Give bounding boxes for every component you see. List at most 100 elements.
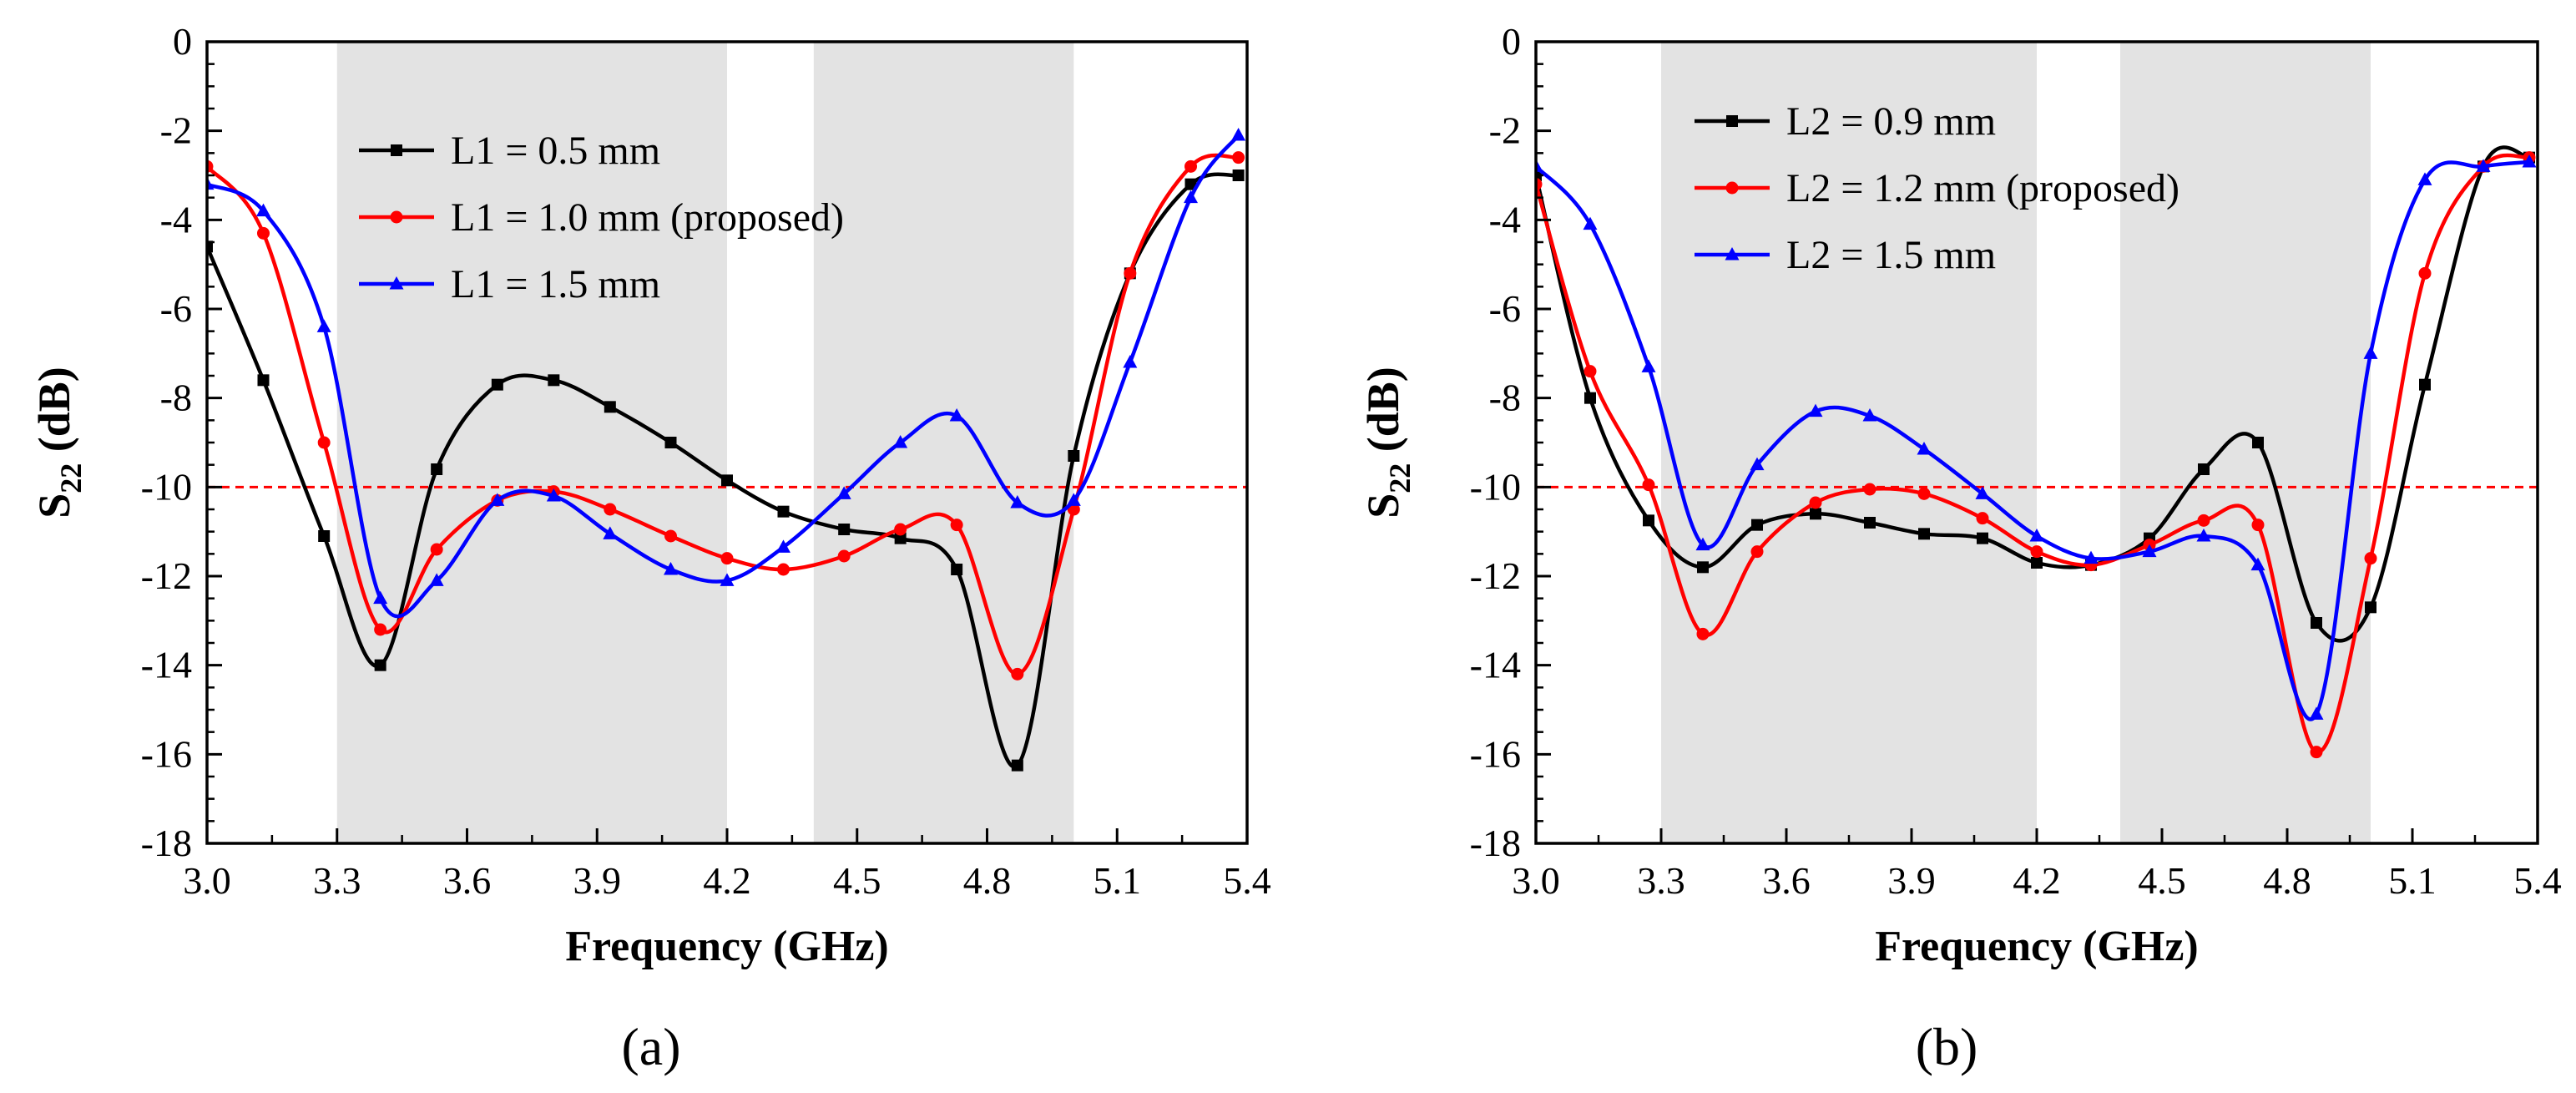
data-point: [2476, 159, 2491, 172]
y-tick-label: -14: [141, 644, 192, 686]
y-axis-label: S22 (dB): [1358, 367, 1417, 519]
data-point: [1696, 627, 1710, 640]
data-point: [2522, 154, 2537, 168]
data-point: [207, 159, 214, 173]
data-point: [1810, 508, 1821, 520]
y-tick-label: -18: [141, 822, 192, 864]
data-point: [2419, 378, 2431, 391]
x-tick-label: 3.3: [1637, 859, 1685, 902]
data-point: [837, 549, 851, 563]
panel-b: 3.0 3.3 3.6 3.9 4.2 4.5 4.8 5.1 5.4 0 -2 -4 -6 -8 -10 -…: [1358, 20, 2562, 1076]
data-point: [2365, 601, 2376, 614]
data-point: [490, 493, 505, 506]
data-point: [256, 226, 270, 240]
data-point: [951, 564, 963, 575]
data-point: [546, 488, 561, 502]
y-tick-label: -6: [160, 287, 192, 330]
data-point: [1918, 528, 1930, 540]
x-axis-label: Frequency (GHz): [1875, 923, 2199, 970]
data-point: [1184, 178, 1197, 190]
x-tick-label: 4.2: [2013, 859, 2061, 902]
data-point: [316, 319, 331, 332]
y-tick-label: 0: [1502, 20, 1521, 63]
legend-label: L2 = 1.5 mm: [1786, 233, 1996, 277]
data-point: [317, 436, 331, 449]
y-tick-label: -8: [160, 377, 192, 419]
data-point: [2311, 617, 2322, 629]
data-point: [838, 524, 851, 535]
data-point: [664, 529, 678, 543]
shaded-band-2: [813, 42, 1074, 843]
data-point: [1864, 517, 1876, 529]
data-point: [1068, 450, 1080, 462]
data-point: [1862, 408, 1877, 422]
data-point: [431, 463, 443, 475]
y-tick-label: -8: [1489, 377, 1521, 419]
panel-label: (b): [1916, 1017, 1978, 1076]
x-tick-label: 4.8: [2263, 859, 2311, 902]
data-point: [949, 408, 964, 422]
x-tick-label: 3.0: [1512, 859, 1560, 902]
data-point: [603, 526, 618, 539]
x-tick-label: 3.3: [313, 859, 361, 902]
data-point: [664, 562, 679, 575]
legend: L2 = 0.9 mm L2 = 1.2 mm (proposed) L2 = 1.…: [1695, 99, 2179, 277]
series-line: [1536, 153, 2532, 754]
legend-label: L2 = 1.2 mm (proposed): [1786, 166, 2179, 210]
data-point: [1917, 487, 1931, 500]
data-point: [430, 543, 443, 556]
data-point: [374, 623, 387, 636]
shaded-band-2: [2120, 42, 2371, 843]
data-point: [1232, 151, 1245, 164]
data-point: [2363, 346, 2378, 359]
legend-marker: [389, 276, 404, 290]
data-point: [2310, 746, 2323, 759]
legend-marker: [391, 144, 402, 156]
data-point: [1642, 478, 1655, 492]
data-point: [1863, 483, 1876, 496]
y-axis-label-main: S: [1358, 493, 1408, 519]
data-point: [207, 176, 215, 190]
y-tick-label: -12: [141, 554, 192, 597]
data-point: [1536, 178, 1543, 191]
data-point: [548, 374, 560, 387]
shaded-band-1: [336, 42, 727, 843]
y-axis-label-subscript: 22: [1383, 463, 1417, 493]
legend-marker: [390, 210, 403, 224]
shaded-band-1: [1661, 42, 2037, 843]
panel-label: (a): [621, 1017, 680, 1076]
data-point: [2196, 529, 2211, 542]
data-point: [2197, 514, 2210, 527]
data-point: [318, 530, 331, 542]
series-line: [207, 153, 1240, 676]
legend-label: L1 = 1.0 mm (proposed): [451, 195, 844, 240]
data-point: [1695, 537, 1710, 551]
data-point: [777, 505, 790, 518]
data-point: [2030, 545, 2043, 559]
panel-a: 3.0 3.3 3.6 3.9 4.2 4.5 4.8 5.1 5.4 0 -2 -4 -6 -8 -10 -…: [29, 20, 1271, 1076]
data-point: [836, 486, 851, 499]
data-point: [257, 374, 270, 387]
y-axis-label-main: S: [29, 493, 79, 519]
legend-marker: [1725, 181, 1739, 195]
legend-label: L2 = 0.9 mm: [1786, 99, 1996, 144]
x-axis-label: Frequency (GHz): [565, 923, 889, 970]
y-tick-label: -6: [1489, 287, 1521, 330]
data-point: [491, 378, 503, 391]
data-point: [1583, 365, 1597, 378]
y-tick-label: -12: [1470, 554, 1521, 597]
data-point: [1010, 495, 1025, 509]
data-point: [720, 552, 734, 565]
data-point: [1808, 403, 1823, 417]
data-point: [255, 203, 270, 217]
x-tick-label: 3.9: [573, 859, 622, 902]
x-tick-label: 3.9: [1887, 859, 1936, 902]
x-tick-label: 4.8: [963, 859, 1012, 902]
data-point: [1977, 532, 1988, 544]
data-point: [2198, 463, 2210, 475]
data-point: [207, 240, 213, 253]
x-tick-label: 5.4: [2513, 859, 2562, 902]
y-tick-label: -14: [1470, 644, 1521, 686]
data-point: [2309, 706, 2324, 720]
data-point: [374, 659, 386, 671]
